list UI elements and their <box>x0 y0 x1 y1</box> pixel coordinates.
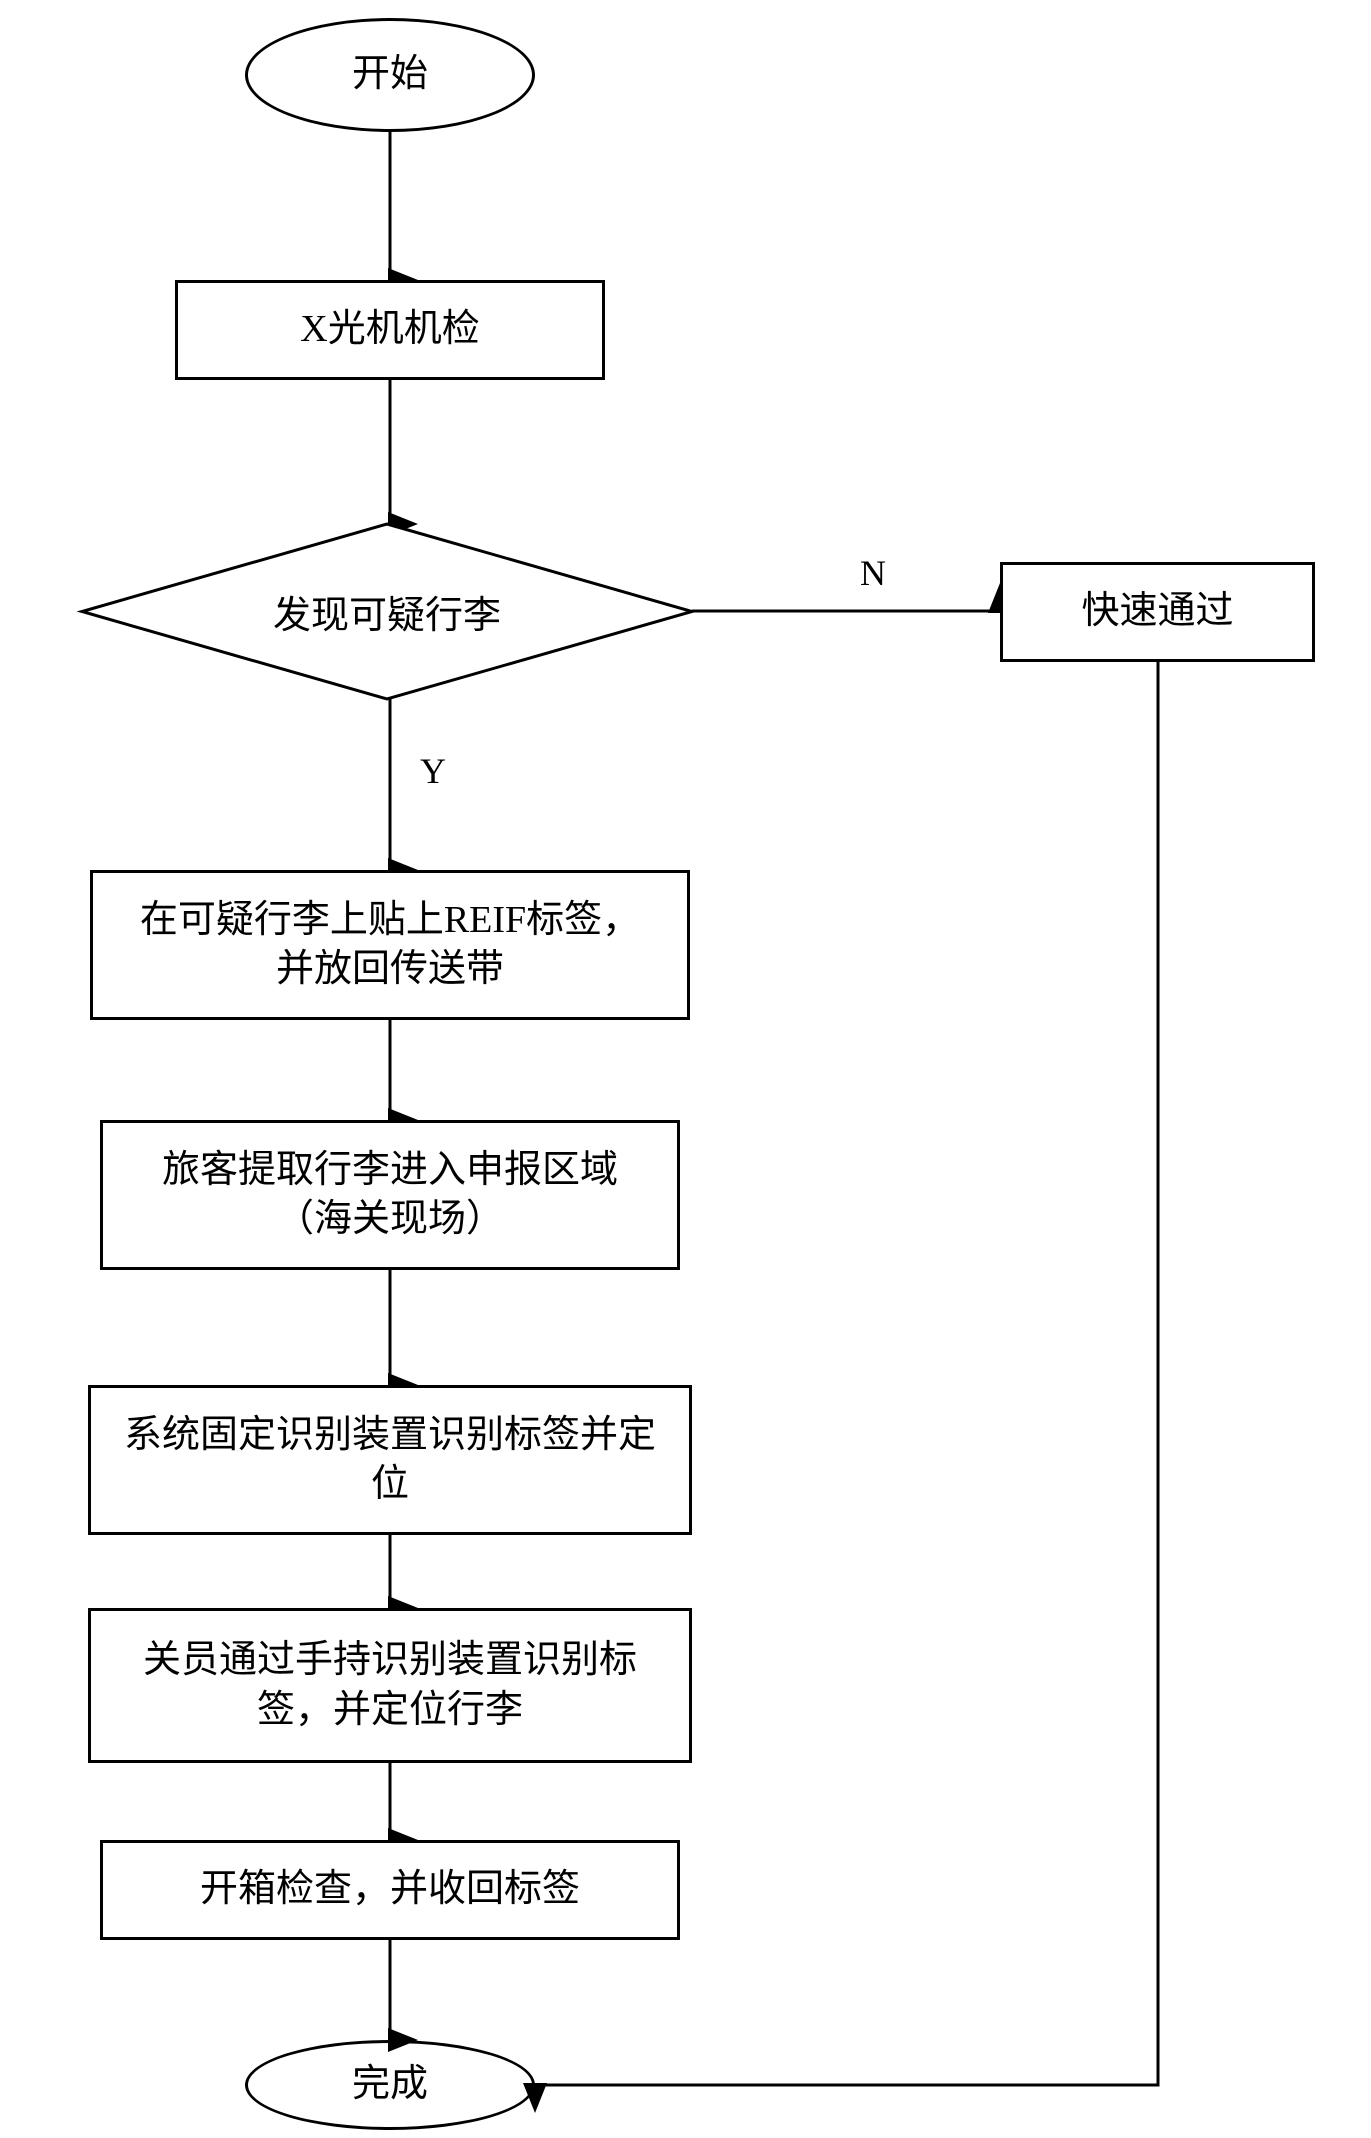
xray-process: X光机机检 <box>175 280 605 380</box>
flowchart-container: 开始 X光机机检 发现可疑行李 快速通过 在可疑行李上贴上REIF标签，并放回传… <box>0 0 1371 2138</box>
pickup-process: 旅客提取行李进入申报区域（海关现场） <box>100 1120 680 1270</box>
suspicious-decision: 发现可疑行李 <box>82 524 692 699</box>
edge-label: Y <box>420 750 446 792</box>
edge-label: N <box>860 552 886 594</box>
start-terminal: 开始 <box>245 18 535 132</box>
end-terminal: 完成 <box>245 2040 535 2130</box>
handheld-label: 关员通过手持识别装置识别标签，并定位行李 <box>121 1636 659 1735</box>
suspicious-label: 发现可疑行李 <box>273 584 501 639</box>
xray-label: X光机机检 <box>300 305 479 354</box>
fastpass-label: 快速通过 <box>1081 587 1233 636</box>
fixed-label: 系统固定识别装置识别标签并定位 <box>121 1411 659 1510</box>
fastpass-process: 快速通过 <box>1000 562 1315 662</box>
openbox-label: 开箱检查，并收回标签 <box>200 1865 580 1914</box>
handheld-process: 关员通过手持识别装置识别标签，并定位行李 <box>88 1608 692 1763</box>
tag-process: 在可疑行李上贴上REIF标签，并放回传送带 <box>90 870 690 1020</box>
openbox-process: 开箱检查，并收回标签 <box>100 1840 680 1940</box>
tag-label: 在可疑行李上贴上REIF标签，并放回传送带 <box>123 896 657 995</box>
fixed-process: 系统固定识别装置识别标签并定位 <box>88 1385 692 1535</box>
pickup-label: 旅客提取行李进入申报区域（海关现场） <box>133 1146 647 1245</box>
end-label: 完成 <box>352 2060 428 2109</box>
start-label: 开始 <box>352 50 428 99</box>
